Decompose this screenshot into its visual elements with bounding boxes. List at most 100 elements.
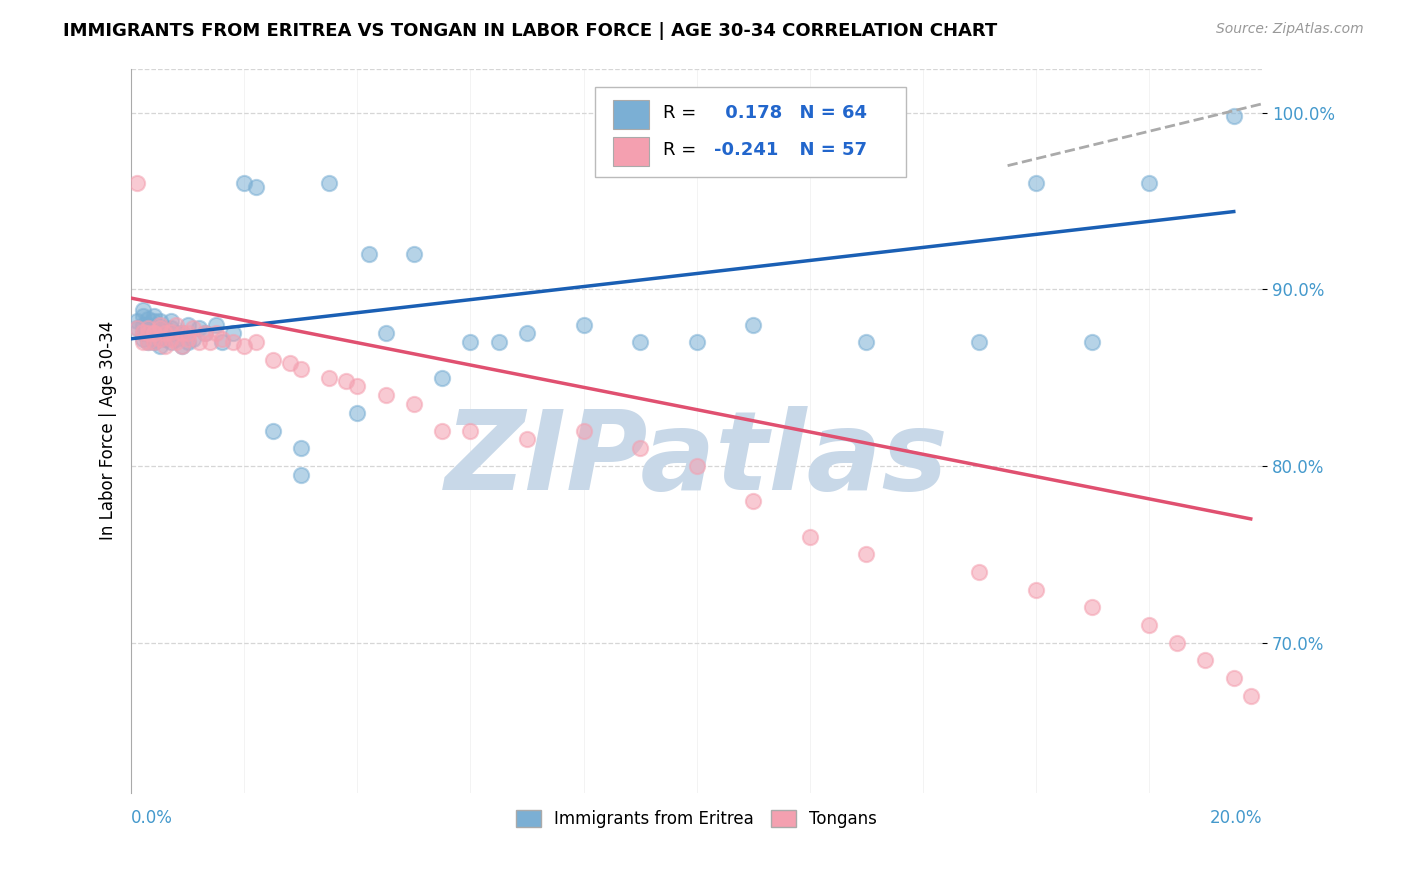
Point	[685, 458, 707, 473]
Point	[374, 388, 396, 402]
Point	[142, 309, 165, 323]
Point	[262, 424, 284, 438]
Point	[153, 326, 176, 341]
Point	[460, 335, 482, 350]
Point	[142, 335, 165, 350]
Point	[233, 339, 256, 353]
Point	[183, 332, 205, 346]
Point	[969, 335, 991, 350]
Point	[402, 397, 425, 411]
Point	[148, 326, 170, 341]
Point	[159, 335, 181, 350]
Point	[136, 335, 159, 350]
Point	[136, 325, 159, 339]
Point	[148, 332, 170, 346]
Point	[346, 406, 368, 420]
Point	[172, 339, 194, 353]
Text: -0.241: -0.241	[714, 141, 778, 159]
Point	[1166, 635, 1188, 649]
Point	[153, 326, 176, 341]
Point	[136, 318, 159, 332]
Text: IMMIGRANTS FROM ERITREA VS TONGAN IN LABOR FORCE | AGE 30-34 CORRELATION CHART: IMMIGRANTS FROM ERITREA VS TONGAN IN LAB…	[63, 22, 997, 40]
Point	[172, 326, 194, 341]
Point	[177, 326, 200, 341]
Point	[142, 326, 165, 341]
Point	[211, 332, 233, 346]
Point	[799, 530, 821, 544]
Point	[125, 321, 148, 335]
FancyBboxPatch shape	[613, 136, 650, 166]
Y-axis label: In Labor Force | Age 30-34: In Labor Force | Age 30-34	[100, 321, 117, 541]
Point	[136, 312, 159, 326]
Point	[153, 339, 176, 353]
Point	[233, 177, 256, 191]
Point	[572, 424, 595, 438]
Point	[346, 379, 368, 393]
Legend: Immigrants from Eritrea, Tongans: Immigrants from Eritrea, Tongans	[509, 804, 884, 835]
Point	[177, 332, 200, 346]
Point	[148, 321, 170, 335]
Point	[142, 335, 165, 350]
Point	[153, 332, 176, 346]
Point	[402, 247, 425, 261]
Text: R =: R =	[662, 141, 702, 159]
Point	[222, 326, 245, 341]
Point	[855, 547, 877, 561]
FancyBboxPatch shape	[595, 87, 905, 178]
Point	[153, 321, 176, 335]
Point	[290, 361, 312, 376]
Point	[125, 321, 148, 335]
Point	[131, 332, 153, 346]
Point	[1081, 600, 1104, 615]
Point	[125, 314, 148, 328]
Point	[172, 339, 194, 353]
Point	[136, 326, 159, 341]
Text: Source: ZipAtlas.com: Source: ZipAtlas.com	[1216, 22, 1364, 37]
Point	[166, 335, 188, 350]
Point	[136, 321, 159, 335]
Point	[159, 325, 181, 339]
Point	[1223, 109, 1246, 123]
Point	[1223, 671, 1246, 685]
Point	[969, 565, 991, 579]
Point	[516, 326, 538, 341]
Text: 20.0%: 20.0%	[1209, 809, 1263, 827]
Point	[205, 318, 228, 332]
Point	[290, 442, 312, 456]
Point	[318, 177, 340, 191]
Point	[222, 335, 245, 350]
Point	[188, 335, 211, 350]
Point	[177, 318, 200, 332]
Point	[159, 321, 181, 335]
Point	[148, 318, 170, 332]
Text: ZIPatlas: ZIPatlas	[444, 406, 949, 513]
Point	[290, 467, 312, 482]
Point	[166, 332, 188, 346]
Point	[194, 326, 217, 341]
Point	[142, 332, 165, 346]
Point	[159, 314, 181, 328]
Point	[188, 321, 211, 335]
Point	[278, 356, 301, 370]
Point	[1137, 618, 1160, 632]
Point	[183, 321, 205, 335]
Point	[432, 424, 454, 438]
Point	[136, 321, 159, 335]
Point	[1240, 689, 1263, 703]
Text: N = 64: N = 64	[787, 104, 868, 122]
Point	[200, 335, 222, 350]
Point	[177, 335, 200, 350]
Point	[572, 318, 595, 332]
Point	[148, 321, 170, 335]
Point	[148, 314, 170, 328]
Point	[628, 442, 651, 456]
Point	[1025, 177, 1047, 191]
Point	[318, 370, 340, 384]
Point	[1137, 177, 1160, 191]
Point	[125, 177, 148, 191]
Point	[172, 326, 194, 341]
Point	[211, 335, 233, 350]
Point	[148, 339, 170, 353]
Point	[131, 309, 153, 323]
Point	[374, 326, 396, 341]
